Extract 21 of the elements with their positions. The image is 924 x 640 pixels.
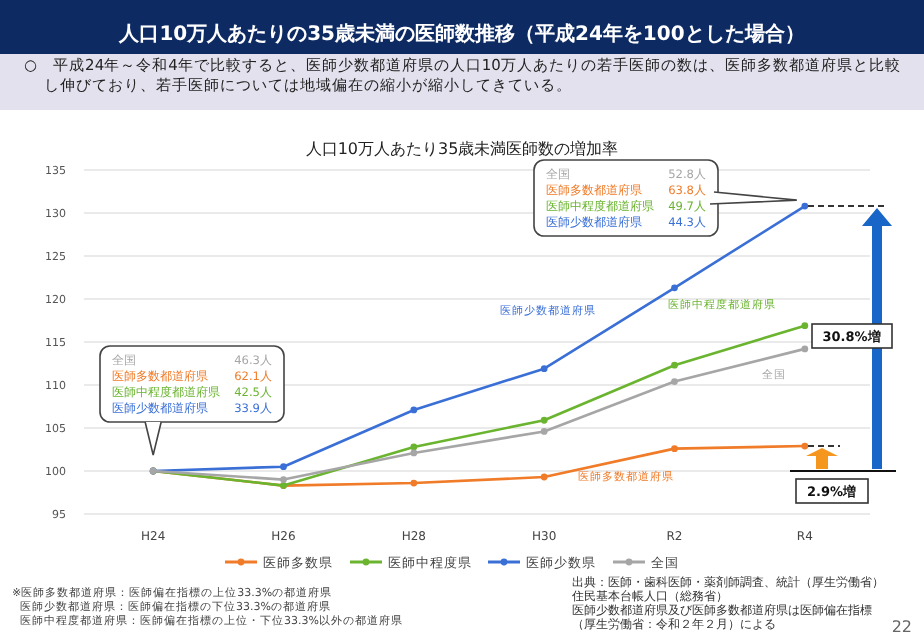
chart-title: 人口10万人あたり35歳未満医師数の増加率 bbox=[305, 140, 619, 158]
point bbox=[540, 365, 548, 373]
point bbox=[410, 443, 418, 451]
point bbox=[801, 202, 809, 210]
point bbox=[280, 463, 287, 471]
point bbox=[801, 442, 809, 450]
point bbox=[540, 416, 548, 424]
point bbox=[801, 322, 809, 330]
point bbox=[540, 428, 548, 435]
point bbox=[671, 361, 678, 369]
point bbox=[410, 406, 418, 414]
point bbox=[410, 479, 418, 487]
point bbox=[540, 473, 548, 481]
point bbox=[280, 476, 287, 483]
point bbox=[671, 445, 678, 453]
point bbox=[671, 284, 678, 292]
header-banner: 人口10万人あたりの35歳未満の医師数推移（平成24年を100とした場合） bbox=[0, 0, 924, 54]
point bbox=[671, 378, 678, 385]
point bbox=[410, 449, 418, 457]
point bbox=[801, 345, 809, 353]
text: 22 bbox=[891, 618, 912, 636]
